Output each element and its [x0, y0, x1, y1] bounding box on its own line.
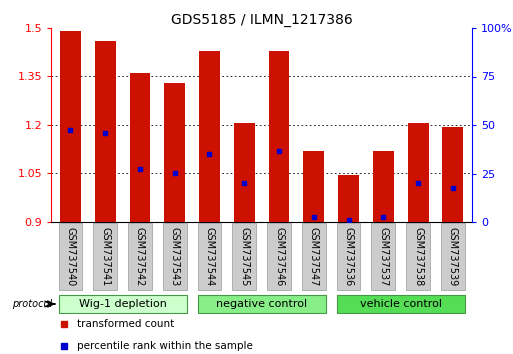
Bar: [128, 223, 152, 290]
Bar: [163, 223, 187, 290]
Text: transformed count: transformed count: [76, 319, 174, 329]
Text: GSM737544: GSM737544: [205, 227, 214, 286]
Text: negative control: negative control: [216, 299, 307, 309]
Bar: [338, 175, 359, 222]
Text: protocol: protocol: [12, 299, 52, 309]
Bar: [164, 83, 185, 222]
Bar: [93, 223, 117, 290]
Text: GSM737538: GSM737538: [413, 227, 423, 286]
Text: GSM737541: GSM737541: [100, 227, 110, 286]
Bar: [269, 51, 289, 222]
Bar: [199, 51, 220, 222]
Text: vehicle control: vehicle control: [360, 299, 442, 309]
Text: GSM737543: GSM737543: [170, 227, 180, 286]
Bar: [267, 223, 291, 290]
Text: GSM737540: GSM737540: [66, 227, 75, 286]
Bar: [95, 41, 115, 222]
Bar: [371, 223, 395, 290]
Text: GSM737547: GSM737547: [309, 227, 319, 286]
Bar: [198, 295, 326, 313]
Bar: [232, 223, 256, 290]
Bar: [442, 127, 463, 222]
Bar: [337, 295, 465, 313]
Bar: [337, 223, 360, 290]
Bar: [406, 223, 430, 290]
Bar: [60, 31, 81, 222]
Bar: [408, 124, 428, 222]
Title: GDS5185 / ILMN_1217386: GDS5185 / ILMN_1217386: [171, 13, 352, 27]
Bar: [373, 151, 394, 222]
Bar: [303, 151, 324, 222]
Text: Wig-1 depletion: Wig-1 depletion: [78, 299, 167, 309]
Text: GSM737542: GSM737542: [135, 227, 145, 286]
Text: GSM737539: GSM737539: [448, 227, 458, 286]
Text: percentile rank within the sample: percentile rank within the sample: [76, 341, 252, 351]
Text: GSM737537: GSM737537: [378, 227, 388, 286]
Bar: [198, 223, 221, 290]
Text: GSM737545: GSM737545: [239, 227, 249, 286]
Bar: [441, 223, 465, 290]
Text: GSM737546: GSM737546: [274, 227, 284, 286]
Text: GSM737536: GSM737536: [344, 227, 353, 286]
Bar: [58, 295, 187, 313]
Bar: [58, 223, 82, 290]
Bar: [129, 73, 150, 222]
Bar: [302, 223, 326, 290]
Bar: [234, 124, 254, 222]
